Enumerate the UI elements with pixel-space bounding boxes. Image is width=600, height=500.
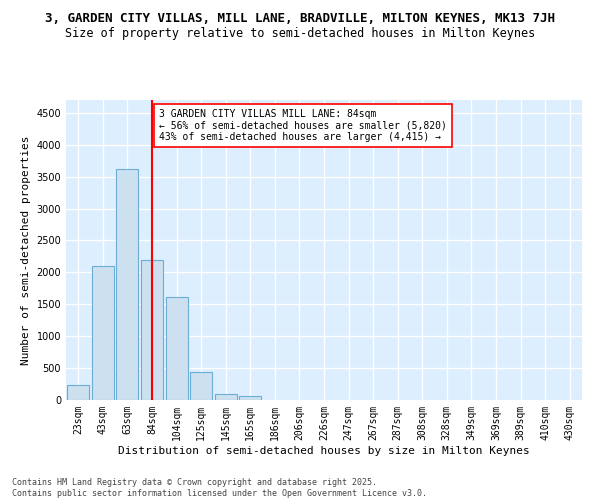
- Y-axis label: Number of semi-detached properties: Number of semi-detached properties: [21, 135, 31, 365]
- Bar: [141, 260, 163, 400]
- Text: 3, GARDEN CITY VILLAS, MILL LANE, BRADVILLE, MILTON KEYNES, MK13 7JH: 3, GARDEN CITY VILLAS, MILL LANE, BRADVI…: [45, 12, 555, 26]
- Text: 3 GARDEN CITY VILLAS MILL LANE: 84sqm
← 56% of semi-detached houses are smaller : 3 GARDEN CITY VILLAS MILL LANE: 84sqm ← …: [159, 109, 447, 142]
- Bar: [190, 372, 212, 400]
- Bar: [92, 266, 114, 400]
- Bar: [116, 169, 139, 400]
- X-axis label: Distribution of semi-detached houses by size in Milton Keynes: Distribution of semi-detached houses by …: [118, 446, 530, 456]
- Text: Contains HM Land Registry data © Crown copyright and database right 2025.
Contai: Contains HM Land Registry data © Crown c…: [12, 478, 427, 498]
- Bar: [239, 396, 262, 400]
- Text: Size of property relative to semi-detached houses in Milton Keynes: Size of property relative to semi-detach…: [65, 28, 535, 40]
- Bar: [215, 394, 237, 400]
- Bar: [67, 386, 89, 400]
- Bar: [166, 296, 188, 400]
